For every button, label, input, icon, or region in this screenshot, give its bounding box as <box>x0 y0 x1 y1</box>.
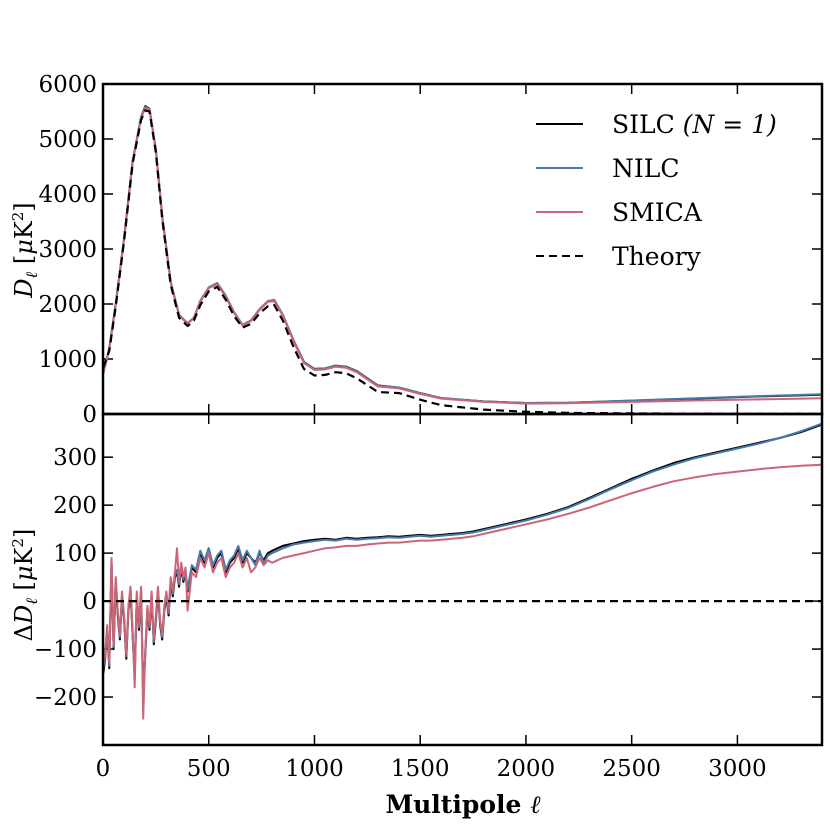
top-ytick-label: 4000 <box>38 182 97 208</box>
xtick-label: 500 <box>187 756 231 782</box>
legend-label-theory: Theory <box>612 242 702 271</box>
top-panel-series <box>102 105 823 415</box>
top-ytick-label: 6000 <box>38 72 97 98</box>
bottom-ytick-label: −200 <box>34 685 97 711</box>
xtick-label: 1500 <box>391 756 450 782</box>
top-panel: 0 1000 2000 3000 4000 5000 6000 Dℓ [μK2] SILC … <box>9 72 824 428</box>
top-ytick-label: 1000 <box>38 347 97 373</box>
bottom-panel-ytick-labels: −200 −100 0 100 200 300 <box>34 445 97 711</box>
bottom-series-nilc <box>102 422 823 696</box>
xtick-label: 3000 <box>708 756 767 782</box>
bottom-series-smica <box>102 463 823 720</box>
legend: SILC (N = 1) NILC SMICA Theory <box>536 110 777 271</box>
bottom-ytick-label: 200 <box>53 493 97 519</box>
legend-label-nilc: NILC <box>612 154 679 183</box>
bottom-ytick-label: 100 <box>53 541 97 567</box>
top-series-silc-n-1 <box>102 105 823 404</box>
top-series-nilc <box>102 105 823 404</box>
bottom-panel-ticks <box>102 414 822 745</box>
legend-label-math: (N = 1) <box>675 110 777 139</box>
legend-label-silc: SILC (N = 1) <box>612 110 777 139</box>
xtick-label: 2000 <box>497 756 556 782</box>
top-series-theory <box>102 109 823 415</box>
x-axis-label: Multipole ℓ <box>385 790 541 819</box>
bottom-ytick-label: 300 <box>53 445 97 471</box>
bottom-panel-frame <box>101 412 824 747</box>
xtick-label: 2500 <box>602 756 661 782</box>
top-ytick-label: 2000 <box>38 292 97 318</box>
bottom-panel-ylabel: ΔDℓ [μK2] <box>9 529 41 642</box>
legend-label-smica: SMICA <box>612 198 703 227</box>
top-ytick-label: 0 <box>82 402 97 428</box>
bottom-ytick-label: −100 <box>34 637 97 663</box>
xtick-label: 1000 <box>285 756 344 782</box>
top-panel-ytick-labels: 0 1000 2000 3000 4000 5000 6000 <box>38 72 97 428</box>
xtick-labels: 0 500 1000 1500 2000 2500 3000 <box>96 756 767 782</box>
top-ytick-label: 5000 <box>38 127 97 153</box>
bottom-ytick-label: 0 <box>82 589 97 615</box>
bottom-panel-series <box>102 422 823 720</box>
top-panel-ylabel: Dℓ [μK2] <box>9 202 41 298</box>
bottom-panel: −200 −100 0 100 200 300 0 500 1000 1500 2000 2500 3… <box>9 412 824 819</box>
xtick-label: 0 <box>96 756 111 782</box>
top-ytick-label: 3000 <box>38 237 97 263</box>
top-series-smica <box>102 107 823 405</box>
